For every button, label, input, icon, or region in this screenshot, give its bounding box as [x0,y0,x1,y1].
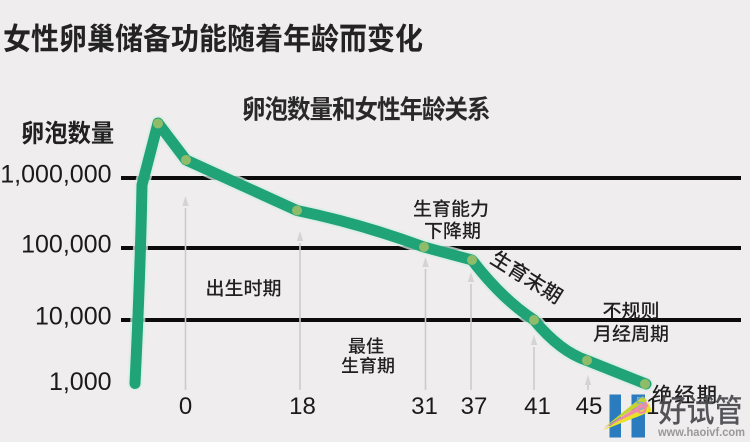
svg-text:31: 31 [411,393,438,420]
svg-text:18: 18 [289,393,316,420]
svg-text:0: 0 [179,393,192,420]
svg-text:1,000: 1,000 [49,368,112,396]
svg-text:10,000: 10,000 [35,303,111,331]
svg-text:41: 41 [524,393,551,420]
svg-text:37: 37 [461,393,488,420]
svg-text:www.haoivf.com: www.haoivf.com [657,425,745,439]
svg-text:100,000: 100,000 [21,231,111,259]
svg-text:5: 5 [636,394,646,414]
svg-text:1,000,000: 1,000,000 [0,161,111,189]
svg-text:45: 45 [576,393,603,420]
